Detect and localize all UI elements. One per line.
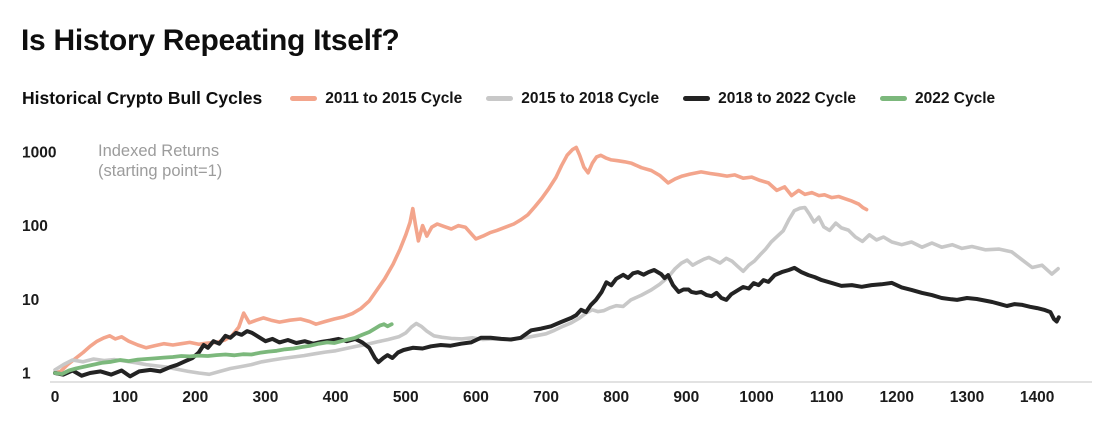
series-line-3: [53, 265, 1061, 379]
legend-label-2015-2018-cycle: 2015 to 2018 Cycle: [521, 89, 660, 107]
x-tick-label-300: 300: [253, 389, 279, 406]
x-tick-label-600: 600: [463, 389, 489, 406]
x-tick-label-200: 200: [182, 389, 208, 406]
y-tick-label-10: 10: [22, 292, 39, 309]
x-tick-label-100: 100: [112, 389, 138, 406]
x-tick-label-500: 500: [393, 389, 419, 406]
legend: Historical Crypto Bull Cycles 2011 to 20…: [22, 88, 995, 109]
legend-swatch-salmon: [290, 96, 318, 101]
series-line-4: [53, 322, 394, 376]
legend-swatch-black: [683, 96, 711, 101]
x-tick-label-1100: 1100: [810, 389, 844, 406]
y-tick-label-1: 1: [22, 366, 31, 383]
series-line-1: [53, 145, 869, 375]
x-tick-label-800: 800: [603, 389, 629, 406]
series-line-2: [53, 205, 1060, 377]
x-tick-label-1200: 1200: [880, 389, 914, 406]
series-lines: [53, 145, 1061, 379]
annotation-line-2: (starting point=1): [98, 162, 223, 181]
legend-item-2015-2018-cycle: 2015 to 2018 Cycle: [486, 90, 659, 108]
legend-label-2011-2015-cycle: 2011 to 2015 Cycle: [325, 89, 463, 107]
page-title: Is History Repeating Itself?: [21, 24, 400, 57]
x-tick-label-400: 400: [323, 389, 349, 406]
legend-label-2022-cycle: 2022 Cycle: [915, 89, 996, 107]
legend-item-2022-cycle: 2022 Cycle: [880, 90, 995, 108]
legend-item-2018-2022-cycle: 2018 to 2022 Cycle: [683, 90, 856, 108]
x-tick-label-1300: 1300: [950, 389, 984, 406]
x-tick-label-1000: 1000: [739, 389, 773, 406]
x-tick-label-700: 700: [533, 389, 559, 406]
chart-subtitle: Historical Crypto Bull Cycles: [22, 88, 263, 108]
legend-swatch-green: [880, 96, 907, 101]
y-tick-label-1000: 1000: [22, 144, 56, 161]
x-tick-label-1400: 1400: [1020, 389, 1054, 406]
x-tick-label-900: 900: [673, 389, 699, 406]
y-axis-annotation: Indexed Returns (starting point=1): [98, 141, 222, 181]
legend-swatch-gray: [486, 96, 514, 101]
annotation-line-1: Indexed Returns: [98, 142, 220, 160]
axis-tick-labels: 0 100 200 300 400 500 600 700 800 900 1000 1100 1200…: [22, 144, 1054, 406]
x-tick-label-0: 0: [51, 389, 60, 406]
legend-item-2011-2015-cycle: 2011 to 2015 Cycle: [290, 90, 462, 108]
y-tick-label-100: 100: [22, 218, 48, 235]
legend-label-2018-2022-cycle: 2018 to 2022 Cycle: [718, 89, 856, 107]
